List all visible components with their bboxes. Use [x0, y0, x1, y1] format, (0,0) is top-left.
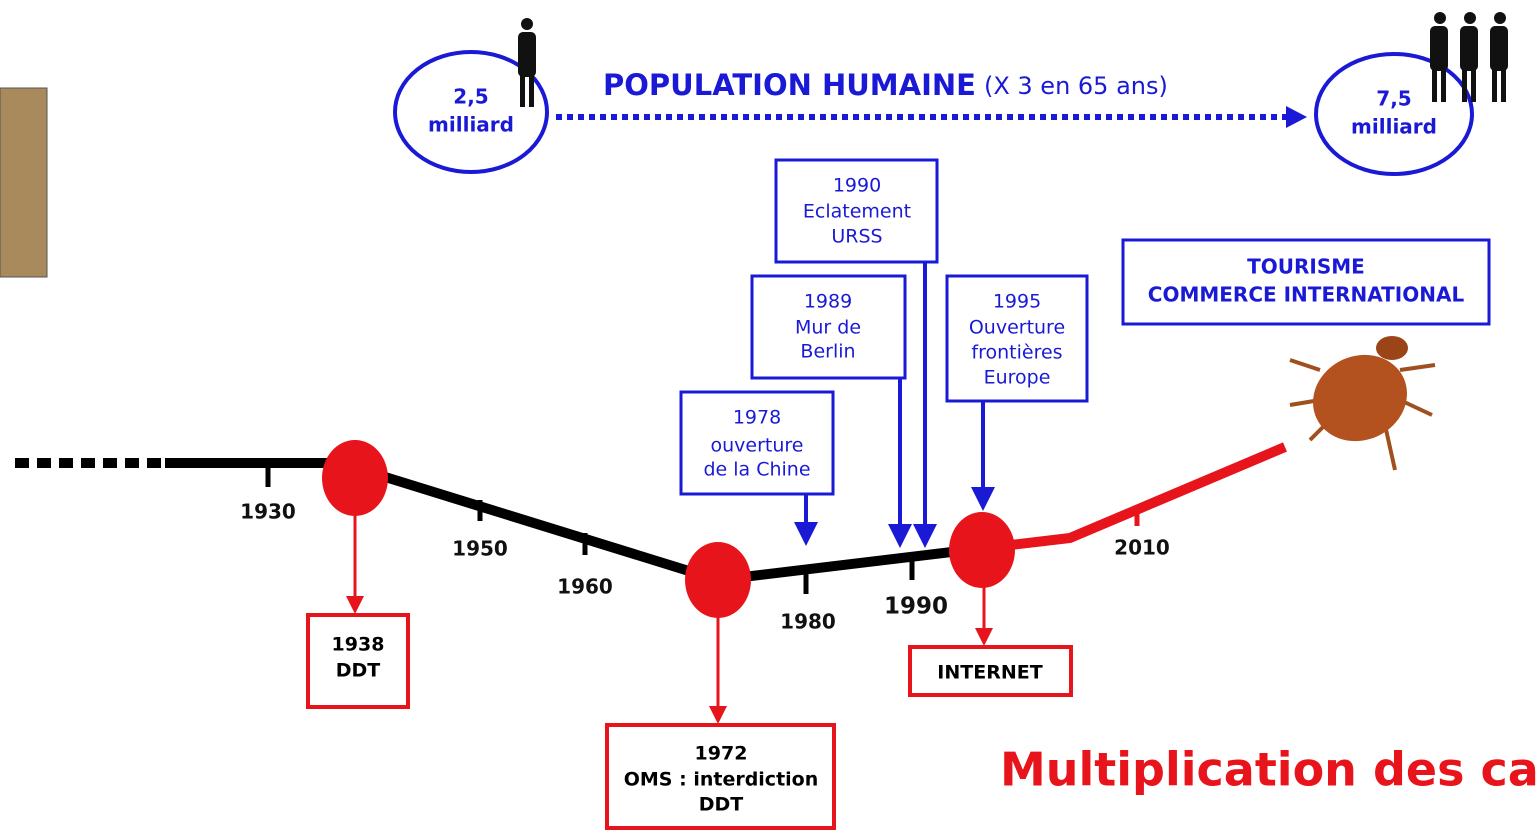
event-line: ouverture	[711, 435, 804, 457]
end-value: 7,5	[1376, 87, 1411, 111]
year-label: 1930	[240, 500, 296, 524]
diagram: 2,5 milliard 7,5 milliard POPULATION HUM…	[0, 0, 1537, 836]
year-label: 1950	[452, 537, 508, 561]
year-label: 2010	[1114, 536, 1170, 560]
start-value: 2,5	[453, 85, 488, 109]
event-line: 1972	[695, 743, 748, 765]
end-unit: milliard	[1351, 115, 1437, 139]
population-title: POPULATION HUMAINE	[603, 68, 976, 102]
event-line: COMMERCE INTERNATIONAL	[1148, 283, 1465, 307]
event-line: DDT	[699, 794, 744, 816]
people-icon	[1430, 12, 1508, 102]
year-label: 1980	[780, 610, 836, 634]
event-line: Ouverture	[969, 317, 1065, 339]
event-line: 1938	[332, 634, 385, 656]
event-line: Berlin	[800, 341, 855, 363]
timeline-red	[985, 447, 1285, 548]
event-line: frontières	[971, 342, 1062, 364]
event-line: URSS	[831, 226, 882, 248]
event-line: Eclatement	[803, 201, 911, 223]
event-line: INTERNET	[937, 662, 1042, 684]
event-line: Europe	[984, 367, 1051, 389]
event-line: 1990	[833, 175, 881, 197]
event-line: 1989	[804, 291, 852, 313]
event-line: TOURISME	[1247, 255, 1365, 279]
event-line: OMS : interdiction	[624, 769, 819, 791]
event-line: 1995	[993, 291, 1041, 313]
bedbug-icon	[1290, 336, 1435, 470]
event-line: DDT	[336, 660, 381, 682]
event-line: 1978	[733, 407, 781, 429]
start-unit: milliard	[428, 113, 514, 137]
partial-image	[0, 88, 47, 277]
year-label: 1960	[557, 575, 613, 599]
person-icon	[518, 18, 536, 107]
event-circles	[322, 440, 1015, 618]
population-note: (X 3 en 65 ans)	[984, 72, 1168, 100]
year-label: 1990	[884, 594, 948, 620]
event-line: Mur de	[795, 317, 861, 339]
footer: Multiplication des cas	[1000, 743, 1537, 797]
population-heading: POPULATION HUMAINE (X 3 en 65 ans)	[603, 68, 1168, 102]
red-boxes	[308, 615, 1071, 828]
event-line: de la Chine	[703, 459, 810, 481]
arrow-head	[1286, 106, 1307, 128]
